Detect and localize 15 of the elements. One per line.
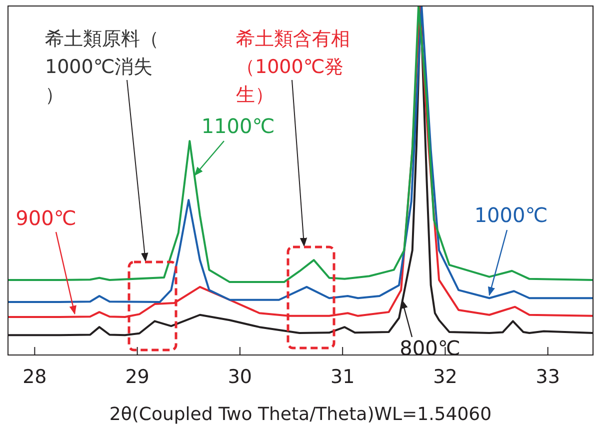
annotation: 希土類原料（1000℃消失）	[45, 28, 159, 106]
label-series: 1100℃	[194, 114, 275, 176]
series-label: 1000℃	[474, 203, 548, 227]
x-tick-label: 30	[228, 366, 252, 388]
x-tick-label: 33	[536, 366, 560, 388]
annotation: 希土類含有相（1000℃発生）	[236, 28, 350, 106]
x-tick-label: 32	[433, 366, 458, 388]
series-label: 1100℃	[201, 114, 275, 138]
label-series: 900℃	[16, 206, 76, 315]
x-tick-label: 28	[22, 366, 47, 388]
legend-label: 800℃	[400, 336, 460, 360]
label-series: 1000℃	[474, 203, 548, 296]
x-tick-label: 29	[125, 366, 150, 388]
x-axis-title: 2θ(Coupled Two Theta/Theta)WL=1.54060	[109, 404, 492, 425]
x-tick-label: 31	[330, 366, 355, 388]
